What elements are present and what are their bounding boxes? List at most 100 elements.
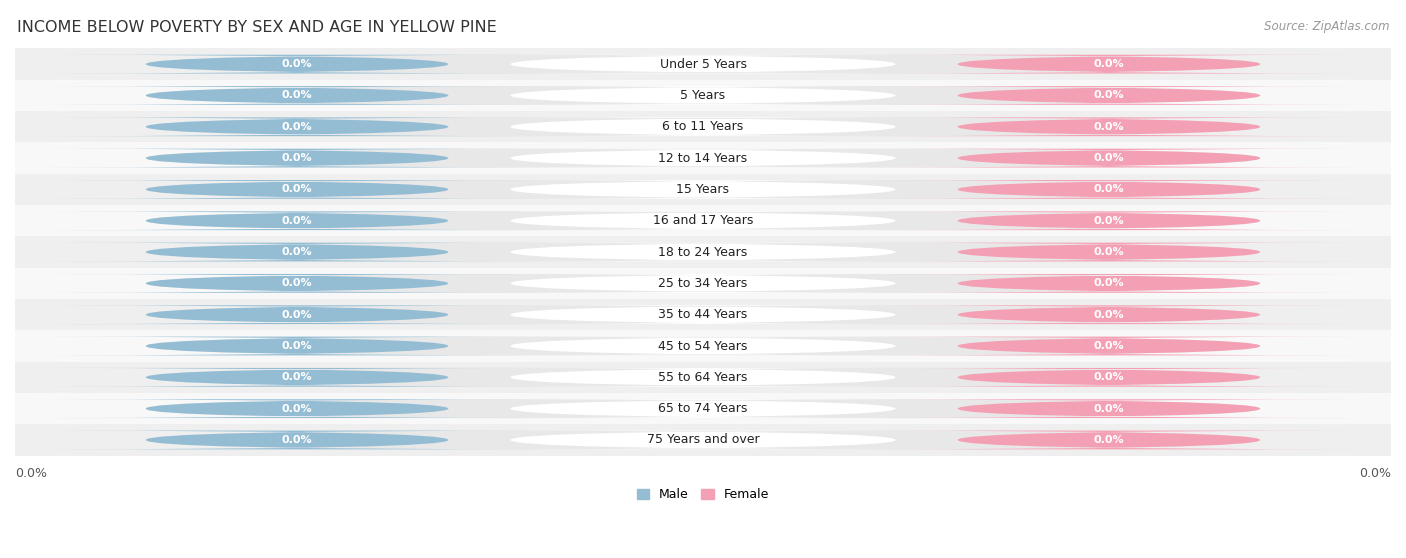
Text: 0.0%: 0.0%	[281, 435, 312, 445]
Text: 12 to 14 Years: 12 to 14 Years	[658, 152, 748, 165]
FancyBboxPatch shape	[482, 368, 924, 387]
Text: 0.0%: 0.0%	[1094, 341, 1125, 351]
FancyBboxPatch shape	[146, 243, 1260, 262]
Text: 0.0%: 0.0%	[1094, 403, 1125, 413]
FancyBboxPatch shape	[482, 399, 924, 418]
Bar	[15, 111, 1391, 142]
FancyBboxPatch shape	[35, 399, 558, 418]
Bar	[15, 142, 1391, 174]
FancyBboxPatch shape	[848, 368, 1371, 387]
Text: 45 to 54 Years: 45 to 54 Years	[658, 339, 748, 353]
Text: 0.0%: 0.0%	[281, 341, 312, 351]
FancyBboxPatch shape	[482, 180, 924, 199]
Bar	[15, 330, 1391, 362]
Text: 65 to 74 Years: 65 to 74 Years	[658, 402, 748, 415]
Text: 0.0%: 0.0%	[1094, 59, 1125, 69]
Text: 0.0%: 0.0%	[281, 184, 312, 194]
FancyBboxPatch shape	[482, 431, 924, 449]
Text: 18 to 24 Years: 18 to 24 Years	[658, 246, 748, 258]
FancyBboxPatch shape	[848, 117, 1371, 136]
Text: 0.0%: 0.0%	[281, 153, 312, 163]
FancyBboxPatch shape	[35, 305, 558, 324]
Bar	[15, 424, 1391, 456]
Bar	[15, 49, 1391, 80]
FancyBboxPatch shape	[848, 180, 1371, 199]
Text: 6 to 11 Years: 6 to 11 Years	[662, 121, 744, 133]
FancyBboxPatch shape	[146, 399, 1260, 418]
FancyBboxPatch shape	[848, 86, 1371, 105]
FancyBboxPatch shape	[35, 243, 558, 262]
Text: 0.0%: 0.0%	[1094, 90, 1125, 100]
FancyBboxPatch shape	[848, 431, 1371, 449]
Text: 0.0%: 0.0%	[281, 278, 312, 288]
FancyBboxPatch shape	[482, 86, 924, 105]
Text: 0.0%: 0.0%	[281, 310, 312, 320]
Bar	[15, 80, 1391, 111]
Bar	[15, 237, 1391, 268]
FancyBboxPatch shape	[146, 211, 1260, 230]
FancyBboxPatch shape	[848, 243, 1371, 262]
FancyBboxPatch shape	[146, 117, 1260, 136]
Text: 55 to 64 Years: 55 to 64 Years	[658, 371, 748, 384]
Bar	[15, 393, 1391, 424]
Text: Under 5 Years: Under 5 Years	[659, 57, 747, 71]
Text: 0.0%: 0.0%	[1094, 216, 1125, 226]
Text: 0.0%: 0.0%	[281, 216, 312, 226]
FancyBboxPatch shape	[35, 368, 558, 387]
Text: 0.0%: 0.0%	[1360, 466, 1391, 479]
Text: 0.0%: 0.0%	[1094, 122, 1125, 132]
Text: 0.0%: 0.0%	[281, 90, 312, 100]
Text: 0.0%: 0.0%	[1094, 247, 1125, 257]
Text: 5 Years: 5 Years	[681, 89, 725, 102]
FancyBboxPatch shape	[35, 431, 558, 449]
FancyBboxPatch shape	[35, 180, 558, 199]
Text: 0.0%: 0.0%	[1094, 153, 1125, 163]
FancyBboxPatch shape	[848, 211, 1371, 230]
FancyBboxPatch shape	[35, 274, 558, 293]
Text: 0.0%: 0.0%	[281, 247, 312, 257]
Text: 0.0%: 0.0%	[281, 122, 312, 132]
FancyBboxPatch shape	[482, 117, 924, 136]
Text: Source: ZipAtlas.com: Source: ZipAtlas.com	[1264, 20, 1389, 32]
Bar	[15, 268, 1391, 299]
FancyBboxPatch shape	[848, 399, 1371, 418]
Legend: Male, Female: Male, Female	[631, 483, 775, 506]
FancyBboxPatch shape	[848, 274, 1371, 293]
FancyBboxPatch shape	[146, 336, 1260, 355]
FancyBboxPatch shape	[35, 117, 558, 136]
FancyBboxPatch shape	[848, 305, 1371, 324]
Text: 15 Years: 15 Years	[676, 183, 730, 196]
FancyBboxPatch shape	[146, 431, 1260, 449]
FancyBboxPatch shape	[146, 274, 1260, 293]
Text: 35 to 44 Years: 35 to 44 Years	[658, 308, 748, 321]
Text: 75 Years and over: 75 Years and over	[647, 434, 759, 446]
FancyBboxPatch shape	[482, 336, 924, 355]
FancyBboxPatch shape	[35, 86, 558, 105]
FancyBboxPatch shape	[35, 211, 558, 230]
Text: 0.0%: 0.0%	[1094, 372, 1125, 382]
Bar	[15, 299, 1391, 330]
Bar	[15, 205, 1391, 237]
FancyBboxPatch shape	[482, 305, 924, 324]
FancyBboxPatch shape	[35, 336, 558, 355]
FancyBboxPatch shape	[482, 243, 924, 262]
Text: 16 and 17 Years: 16 and 17 Years	[652, 214, 754, 227]
Text: 0.0%: 0.0%	[1094, 278, 1125, 288]
FancyBboxPatch shape	[146, 55, 1260, 74]
Bar	[15, 362, 1391, 393]
FancyBboxPatch shape	[35, 148, 558, 167]
FancyBboxPatch shape	[848, 55, 1371, 74]
Text: 0.0%: 0.0%	[281, 403, 312, 413]
FancyBboxPatch shape	[482, 55, 924, 74]
Text: 0.0%: 0.0%	[1094, 435, 1125, 445]
FancyBboxPatch shape	[146, 305, 1260, 324]
FancyBboxPatch shape	[848, 336, 1371, 355]
FancyBboxPatch shape	[146, 368, 1260, 387]
FancyBboxPatch shape	[146, 148, 1260, 167]
Text: 25 to 34 Years: 25 to 34 Years	[658, 277, 748, 290]
FancyBboxPatch shape	[146, 86, 1260, 105]
FancyBboxPatch shape	[482, 274, 924, 293]
FancyBboxPatch shape	[35, 55, 558, 74]
FancyBboxPatch shape	[482, 211, 924, 230]
Text: 0.0%: 0.0%	[1094, 310, 1125, 320]
